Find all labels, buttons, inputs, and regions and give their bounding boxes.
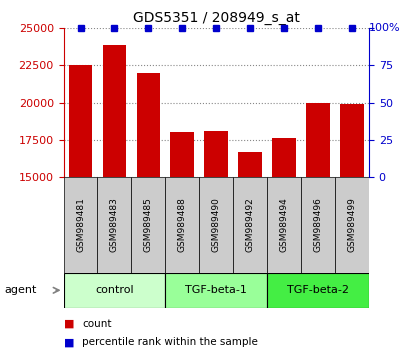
Bar <box>199 177 233 273</box>
Bar <box>165 273 267 308</box>
Bar <box>238 152 261 177</box>
Text: GSM989490: GSM989490 <box>211 197 220 252</box>
Bar <box>97 177 131 273</box>
Bar <box>267 177 300 273</box>
Text: 100%: 100% <box>368 23 400 33</box>
Text: ■: ■ <box>63 337 74 348</box>
Text: GSM989496: GSM989496 <box>313 197 322 252</box>
Text: GSM989494: GSM989494 <box>279 198 288 252</box>
Text: GSM989485: GSM989485 <box>144 197 153 252</box>
Text: agent: agent <box>4 285 36 295</box>
Text: GSM989499: GSM989499 <box>347 197 356 252</box>
Bar <box>306 103 329 177</box>
Bar <box>63 273 165 308</box>
Text: GSM989492: GSM989492 <box>245 198 254 252</box>
Bar <box>334 177 368 273</box>
Bar <box>63 177 97 273</box>
Bar <box>339 104 363 177</box>
Bar <box>233 177 267 273</box>
Text: percentile rank within the sample: percentile rank within the sample <box>82 337 257 348</box>
Bar <box>165 177 199 273</box>
Bar <box>131 177 165 273</box>
Bar <box>136 73 160 177</box>
Bar <box>272 138 295 177</box>
Bar <box>267 273 368 308</box>
Bar <box>170 132 194 177</box>
Text: GSM989481: GSM989481 <box>76 197 85 252</box>
Bar <box>68 65 92 177</box>
Bar <box>204 131 227 177</box>
Text: GSM989483: GSM989483 <box>110 197 119 252</box>
Text: control: control <box>95 285 133 295</box>
Bar <box>300 177 334 273</box>
Text: count: count <box>82 319 111 329</box>
Text: TGF-beta-2: TGF-beta-2 <box>286 285 348 295</box>
Text: ■: ■ <box>63 319 74 329</box>
Title: GDS5351 / 208949_s_at: GDS5351 / 208949_s_at <box>133 11 299 24</box>
Text: TGF-beta-1: TGF-beta-1 <box>185 285 247 295</box>
Bar <box>102 45 126 177</box>
Text: GSM989488: GSM989488 <box>178 197 187 252</box>
